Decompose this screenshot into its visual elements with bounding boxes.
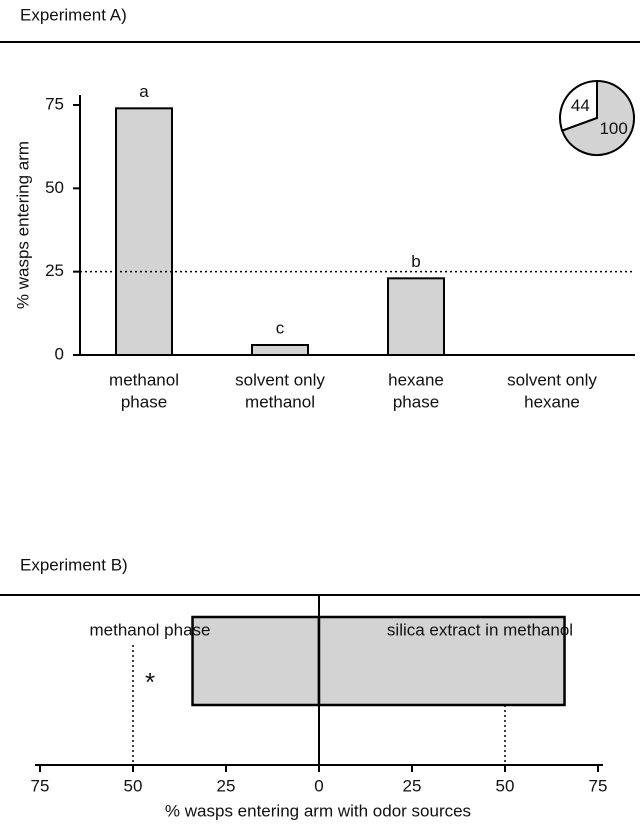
side-label: methanol phase	[90, 620, 211, 639]
bar	[115, 107, 173, 357]
y-tick-label: 0	[55, 344, 64, 363]
x-tick-label: hexane	[388, 370, 444, 389]
x-tick-label: 50	[124, 776, 143, 795]
x-tick-label: solvent only	[235, 370, 325, 389]
x-tick-label: 25	[403, 776, 422, 795]
x-tick-label: solvent only	[507, 370, 597, 389]
significance-letter: a	[139, 82, 149, 101]
chart-title: Experiment A)	[20, 5, 127, 24]
x-tick-label: phase	[393, 392, 439, 411]
x-tick-label: phase	[121, 392, 167, 411]
pie-label: 44	[571, 96, 590, 115]
x-tick-label: 0	[314, 776, 323, 795]
x-tick-label: 50	[496, 776, 515, 795]
significance-mark: *	[145, 667, 155, 697]
x-tick-label: 25	[217, 776, 236, 795]
bar	[251, 344, 309, 356]
x-tick-label: methanol	[245, 392, 315, 411]
x-tick-label: hexane	[524, 392, 580, 411]
y-tick-label: 25	[45, 261, 64, 280]
significance-letter: b	[411, 252, 420, 271]
bar	[191, 615, 321, 707]
x-tick-label: 75	[31, 776, 50, 795]
x-tick-label: 75	[589, 776, 608, 795]
bar	[317, 615, 566, 707]
pie-label: 100	[599, 119, 627, 138]
x-axis-title: % wasps entering arm with odor sources	[165, 801, 471, 820]
bar	[387, 277, 445, 357]
chart-title: Experiment B)	[20, 555, 128, 574]
side-label: silica extract in methanol	[387, 620, 573, 639]
y-tick-label: 50	[45, 178, 64, 197]
y-axis-title: % wasps entering arm	[13, 141, 32, 309]
pie-slice	[559, 79, 598, 132]
x-tick-label: methanol	[109, 370, 179, 389]
pie-slice	[560, 79, 635, 156]
y-tick-label: 75	[45, 94, 64, 113]
significance-letter: c	[276, 318, 285, 337]
